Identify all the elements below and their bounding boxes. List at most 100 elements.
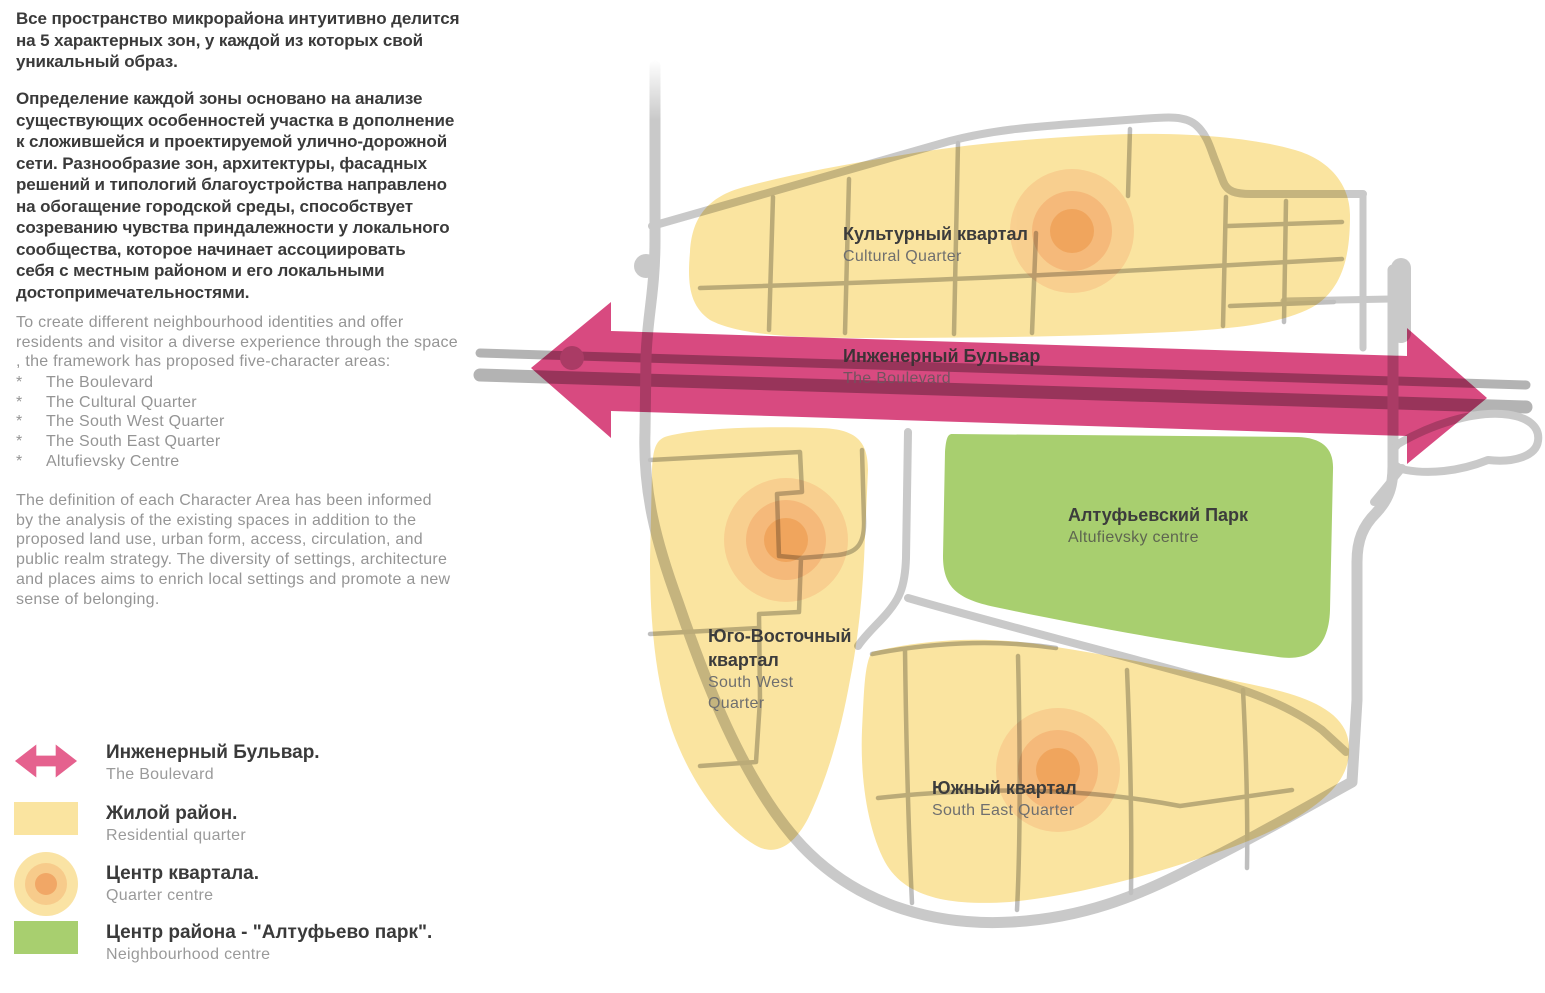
minor-road xyxy=(1014,653,1022,913)
boulevard-road-north-strip xyxy=(475,348,1531,390)
ring-inner xyxy=(1036,748,1080,792)
legend-text: Центр квартала. Quarter centre xyxy=(106,862,259,906)
north-boundary-road xyxy=(648,113,1367,230)
park-south-road xyxy=(904,594,1350,756)
intro-paragraph-ru-1: Все пространство микрорайона интуитивно … xyxy=(16,9,460,71)
quarter-centre-cultural xyxy=(1010,169,1134,293)
list-item: * Altufievsky Centre xyxy=(16,452,486,472)
quarter-centre-rings-icon xyxy=(14,852,78,916)
legend-subtitle-en: The Boulevard xyxy=(106,766,214,783)
east-loop-road xyxy=(1387,409,1543,476)
ring-inner xyxy=(764,518,808,562)
minor-roads xyxy=(647,126,1345,913)
minor-road xyxy=(798,447,867,561)
label-boulevard: Инженерный Бульвар The Boulevard xyxy=(843,344,1040,389)
legend-subtitle-en: Residential quarter xyxy=(106,827,246,844)
label-cultural-quarter-ru: Культурный квартал xyxy=(843,224,1028,244)
list-item-label: The South West Quarter xyxy=(46,413,225,431)
minor-road xyxy=(697,697,763,769)
rings-icon xyxy=(14,852,78,916)
boulevard-road-south-strip xyxy=(473,368,1533,414)
label-park: Алтуфьевский Парк Altufievsky centre xyxy=(1068,503,1248,548)
minor-road xyxy=(1124,667,1134,896)
quarter-centres xyxy=(724,169,1134,832)
minor-road xyxy=(902,647,915,906)
list-item-label: Altufievsky Centre xyxy=(46,452,180,470)
boulevard-arrow-icon xyxy=(14,741,78,781)
legend-title-ru: Инженерный Бульвар. xyxy=(106,742,320,763)
double-arrow-shape xyxy=(14,744,78,778)
intro-paragraph-en-2: The definition of each Character Area ha… xyxy=(16,492,451,608)
minor-road xyxy=(1240,687,1250,871)
list-item-label: The South East Quarter xyxy=(46,433,221,451)
intro-paragraph-en-1: To create different neighbourhood identi… xyxy=(16,314,458,371)
label-southwest-quarter: Юго-Восточный квартал South West Quarter xyxy=(708,624,851,714)
junction-bulge-west xyxy=(560,346,584,370)
minor-road xyxy=(766,194,776,333)
major-roads xyxy=(560,60,1543,928)
intro-paragraph-ru-2: Определение каждой зоны основано на анал… xyxy=(16,89,455,302)
list-item-label: The Boulevard xyxy=(46,374,154,391)
label-southwest-quarter-ru: Юго-Восточный квартал xyxy=(708,626,852,670)
minor-road xyxy=(1220,194,1229,329)
legend-text: Жилой район. Residential quarter xyxy=(106,802,246,846)
legend-subtitle-en: Neighbourhood centre xyxy=(106,946,271,963)
minor-road xyxy=(842,176,852,336)
minor-road xyxy=(1225,219,1345,229)
minor-road xyxy=(1029,230,1039,336)
list-item: * The South West Quarter xyxy=(16,412,486,432)
junction-bulge-north xyxy=(634,254,658,278)
label-southeast-quarter: Южный квартал South East Quarter xyxy=(932,776,1077,821)
park-west-road xyxy=(854,428,912,650)
legend-item-boulevard: Инженерный Бульвар. The Boulevard xyxy=(14,741,434,785)
legend-text: Центр района - "Алтуфьево парк". Neighbo… xyxy=(106,921,432,965)
quarter-centre-southwest xyxy=(724,478,848,602)
legend-text: Инженерный Бульвар. The Boulevard xyxy=(106,741,320,785)
bullet-marker: * xyxy=(16,374,23,391)
list-item: * The South East Quarter xyxy=(16,432,486,452)
label-southeast-quarter-en: South East Quarter xyxy=(932,802,1075,819)
legend-title-ru: Центр квартала. xyxy=(106,863,259,884)
residential-swatch xyxy=(14,802,78,835)
boulevard-arrow xyxy=(531,302,1487,464)
label-southwest-quarter-en: South West Quarter xyxy=(708,674,794,712)
minor-road xyxy=(875,787,1295,809)
list-item: * The Boulevard xyxy=(16,373,486,393)
label-southeast-quarter-ru: Южный квартал xyxy=(932,778,1077,798)
neighbourhood-swatch-icon xyxy=(14,921,78,954)
list-item-label: The Cultural Quarter xyxy=(46,393,197,411)
legend-item-residential: Жилой район. Residential quarter xyxy=(14,802,434,846)
character-areas-list: * The Boulevard * The Cultural Quarter *… xyxy=(16,373,486,472)
road-network xyxy=(473,60,1543,928)
minor-road xyxy=(869,640,1059,657)
legend-item-neighbourhood-centre: Центр района - "Алтуфьево парк". Neighbo… xyxy=(14,921,484,965)
boulevard-road xyxy=(473,348,1533,414)
double-arrow-icon xyxy=(14,744,78,778)
northeast-rung-road xyxy=(1280,295,1395,305)
label-cultural-quarter: Культурный квартал Cultural Quarter xyxy=(843,222,1028,267)
bullet-marker: * xyxy=(16,413,23,431)
east-ramp-road xyxy=(1370,464,1406,506)
minor-road xyxy=(647,625,762,637)
bullet-marker: * xyxy=(16,452,23,470)
label-boulevard-ru: Инженерный Бульвар xyxy=(843,346,1041,366)
label-park-ru: Алтуфьевский Парк xyxy=(1068,505,1249,525)
legend-item-quarter-centre: Центр квартала. Quarter centre xyxy=(14,852,434,916)
road-fade xyxy=(636,60,674,120)
minor-road xyxy=(951,140,961,337)
bullet-marker: * xyxy=(16,433,23,451)
residential-swatch-icon xyxy=(14,802,78,835)
legend-subtitle-en: Quarter centre xyxy=(106,887,214,904)
ring-inner xyxy=(1050,209,1094,253)
park-area xyxy=(943,434,1334,658)
neighbourhood-swatch xyxy=(14,921,78,954)
minor-road xyxy=(647,449,805,703)
minor-road xyxy=(697,256,1345,291)
label-cultural-quarter-en: Cultural Quarter xyxy=(843,248,962,265)
list-item: * The Cultural Quarter xyxy=(16,393,486,413)
ring-road xyxy=(639,60,1399,928)
ring-inner xyxy=(35,873,57,895)
label-park-en: Altufievsky centre xyxy=(1068,529,1199,546)
label-boulevard-en: The Boulevard xyxy=(843,370,951,387)
